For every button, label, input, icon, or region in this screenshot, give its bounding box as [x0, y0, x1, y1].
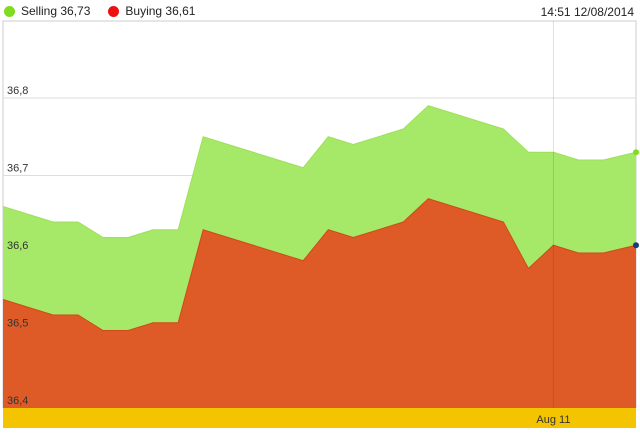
- y-tick-label: 36,5: [7, 318, 28, 330]
- x-tick-label: Aug 11: [536, 414, 570, 426]
- buying-last-point: [633, 242, 639, 249]
- legend-buying: Buying 36,61: [108, 4, 195, 18]
- buying-area: [3, 198, 636, 408]
- legend: Selling 36,73 Buying 36,61: [4, 4, 213, 18]
- selling-dot-icon: [4, 5, 15, 17]
- buying-line: [2, 198, 637, 331]
- buying-label: Buying 36,61: [125, 4, 196, 18]
- y-tick-label: 36,8: [7, 85, 28, 97]
- selling-last-point: [633, 149, 639, 156]
- buying-dot-icon: [108, 5, 120, 17]
- y-tick-label: 36,4: [7, 395, 28, 407]
- y-tick-label: 36,7: [7, 163, 28, 175]
- legend-selling: Selling 36,73: [4, 4, 90, 18]
- y-tick-label: 36,6: [7, 240, 28, 252]
- selling-line: [2, 105, 637, 238]
- x-axis-band: [3, 408, 636, 428]
- selling-label: Selling 36,73: [21, 4, 91, 18]
- timestamp: 14:51 12/08/2014: [540, 5, 634, 19]
